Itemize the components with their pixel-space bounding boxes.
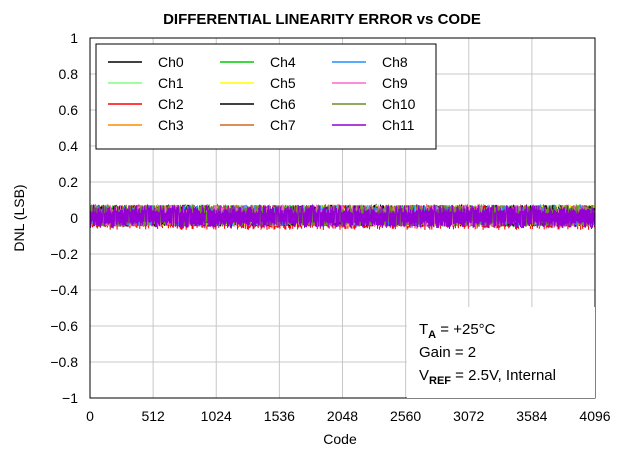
legend-box <box>95 43 437 150</box>
x-tick-label: 2048 <box>327 408 358 424</box>
x-tick-label: 3072 <box>453 408 484 424</box>
legend-label: Ch4 <box>270 54 296 70</box>
x-tick-label: 0 <box>86 408 94 424</box>
x-tick-label: 512 <box>141 408 165 424</box>
x-tick-labels: 0 512 1024 1536 2048 2560 3072 3584 4096 <box>86 408 611 424</box>
x-tick-label: 3584 <box>516 408 547 424</box>
legend: Ch0 Ch1 Ch2 Ch3 Ch4 Ch5 Ch6 Ch7 Ch8 Ch9 Ch10 Ch11 <box>95 43 437 150</box>
legend-label: Ch8 <box>382 54 408 70</box>
x-tick-label: 2560 <box>390 408 421 424</box>
legend-label: Ch0 <box>158 54 184 70</box>
x-tick-label: 4096 <box>579 408 610 424</box>
legend-label: Ch1 <box>158 75 184 91</box>
gain-label: Gain = 2 <box>419 344 476 361</box>
data-series <box>89 203 596 231</box>
y-tick-label: 0.4 <box>59 138 79 154</box>
y-tick-label: −0.2 <box>50 246 78 262</box>
y-tick-label: −0.6 <box>50 318 78 334</box>
y-tick-label: 0.2 <box>59 174 79 190</box>
y-tick-label: 1 <box>70 30 78 46</box>
y-tick-labels: 1 0.8 0.6 0.4 0.2 0 −0.2 −0.4 −0.6 −0.8 −1 <box>50 30 78 406</box>
legend-label: Ch9 <box>382 75 408 91</box>
series-line-ch11 <box>89 203 596 229</box>
legend-label: Ch3 <box>158 117 184 133</box>
legend-label: Ch6 <box>270 96 296 112</box>
x-tick-label: 1024 <box>201 408 232 424</box>
legend-label: Ch2 <box>158 96 184 112</box>
legend-label: Ch10 <box>382 96 416 112</box>
y-tick-label: 0 <box>70 210 78 226</box>
y-tick-label: 0.6 <box>59 102 79 118</box>
y-tick-label: −0.4 <box>50 282 78 298</box>
legend-label: Ch7 <box>270 117 296 133</box>
y-tick-label: 0.8 <box>59 66 79 82</box>
legend-label: Ch11 <box>382 117 415 133</box>
vref-label: VREF = 2.5V, Internal <box>419 367 556 387</box>
temperature-label: TA = +25°C <box>419 321 496 341</box>
legend-label: Ch5 <box>270 75 296 91</box>
x-axis-label: Code <box>323 431 357 447</box>
chart-title: DIFFERENTIAL LINEARITY ERROR vs CODE <box>163 11 481 28</box>
y-tick-label: −0.8 <box>50 354 78 370</box>
y-axis-label: DNL (LSB) <box>11 184 27 251</box>
plot-frame <box>89 37 596 399</box>
conditions-annotation: TA = +25°C Gain = 2 VREF = 2.5V, Internal <box>407 307 595 398</box>
x-tick-label: 1536 <box>264 408 295 424</box>
y-tick-label: −1 <box>62 390 78 406</box>
annotation-background <box>407 307 595 398</box>
